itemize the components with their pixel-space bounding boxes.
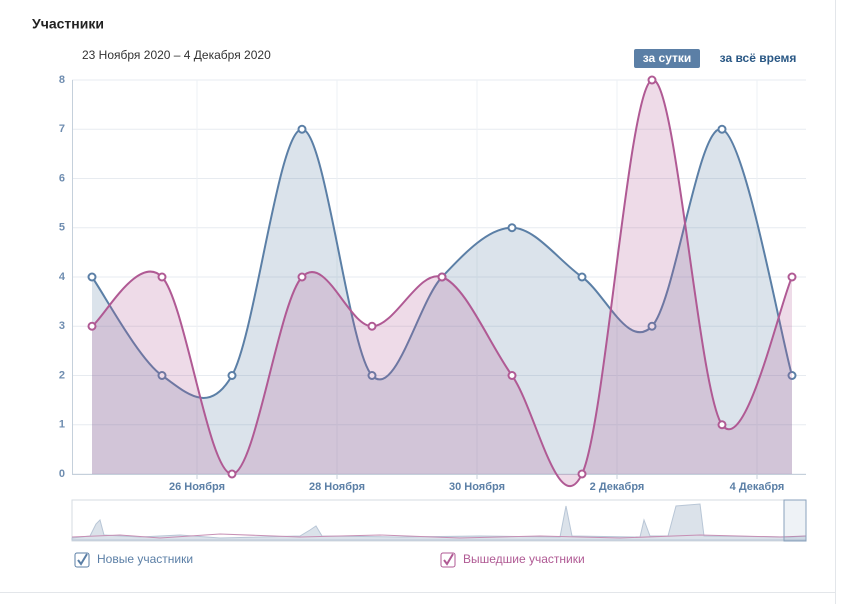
data-point: [297, 272, 307, 282]
button-day[interactable]: [634, 49, 700, 68]
data-point: [157, 371, 167, 380]
data-point: [157, 272, 167, 282]
data-point: [647, 75, 657, 85]
data-point: [717, 124, 727, 134]
data-point: [507, 223, 517, 233]
data-point: [227, 371, 237, 380]
data-point: [647, 321, 657, 331]
x-tick-label: 4 Декабря: [730, 481, 785, 493]
y-tick-label: 3: [59, 320, 65, 332]
legend-check: [77, 553, 88, 566]
y-tick-label: 6: [59, 172, 65, 184]
y-tick-label: 2: [59, 369, 65, 381]
navigator-window[interactable]: [783, 499, 807, 542]
button-day-label[interactable]: за сутки: [643, 51, 692, 65]
legend-label: Новые участники: [97, 552, 193, 566]
data-point: [297, 124, 307, 134]
x-tick-label: 30 Ноября: [449, 481, 505, 493]
navigator: [71, 499, 807, 542]
data-point: [437, 272, 447, 282]
data-point: [717, 420, 727, 430]
data-point: [787, 272, 797, 282]
y-tick-label: 7: [59, 123, 65, 135]
legend-check: [443, 553, 454, 566]
period-label: 23 Ноября 2020 – 4 Декабря 2020: [82, 48, 271, 62]
data-point: [507, 371, 517, 380]
y-tick-label: 5: [59, 222, 65, 234]
y-tick-label: 8: [59, 74, 65, 86]
data-point: [577, 469, 587, 479]
data-point: [787, 371, 797, 380]
y-tick-label: 4: [59, 271, 66, 283]
x-tick-label: 2 Декабря: [590, 481, 645, 493]
data-point: [577, 272, 587, 282]
data-point: [227, 469, 237, 479]
series-area: [91, 79, 792, 487]
series-line: [91, 78, 793, 487]
data-point: [367, 321, 377, 331]
x-tick-label: 26 Ноября: [169, 481, 225, 493]
legend: Новые участники Вышедшие участники: [74, 552, 585, 568]
y-tick-label: 1: [59, 419, 65, 431]
plot: 0 1 2 3 4 5 6 7 8 26 Ноября 28 Ноября 30 Ноября 2 Де…: [59, 74, 806, 493]
section-title: Участники: [32, 16, 104, 32]
legend-label: Вышедшие участники: [463, 552, 585, 566]
navigator-line: [71, 533, 807, 539]
y-tick-label: 0: [59, 468, 65, 480]
button-all-label[interactable]: за всё время: [720, 51, 797, 65]
data-point: [87, 321, 97, 331]
data-point: [87, 272, 97, 282]
x-tick-label: 28 Ноября: [309, 481, 365, 493]
data-point: [367, 371, 377, 380]
